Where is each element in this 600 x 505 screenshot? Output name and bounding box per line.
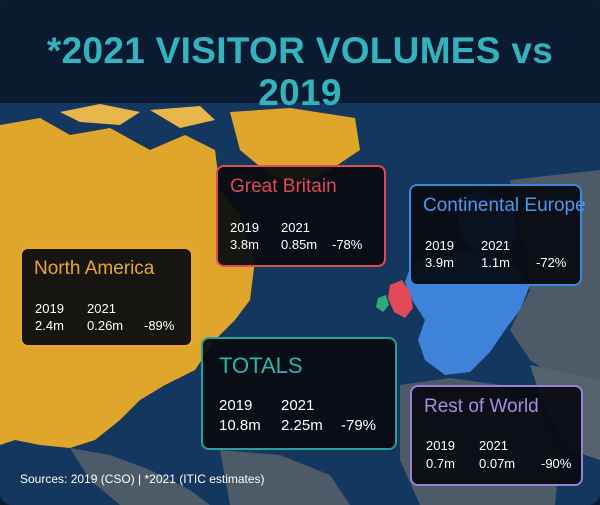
card-continental-europe: Continental Europe 2019 2021 3.9m 1.1m -…: [409, 184, 586, 286]
card-title-great-britain: Great Britain: [230, 176, 337, 197]
year-2021-label: 2021: [281, 220, 310, 235]
value-2021: 0.85m: [281, 237, 318, 252]
year-2019-label: 2019: [426, 438, 455, 453]
great-britain-landmass: [388, 280, 413, 318]
value-2019: 0.7m: [426, 456, 455, 471]
value-2019: 3.8m: [230, 237, 259, 252]
card-rest-of-world: Rest of World 2019 2021 0.7m 0.07m -90%: [410, 385, 583, 486]
percent-change: -89%: [144, 318, 175, 333]
year-2019-label: 2019: [35, 301, 64, 316]
page-title: *2021 VISITOR VOLUMES vs 2019: [46, 30, 554, 113]
card-title-rest-of-world: Rest of World: [424, 396, 539, 417]
card-title-continental-europe: Continental Europe: [423, 195, 586, 216]
title-bar: *2021 VISITOR VOLUMES vs 2019: [0, 0, 600, 113]
year-2021-label: 2021: [87, 301, 116, 316]
value-2019: 2.4m: [35, 318, 64, 333]
value-2021: 0.07m: [479, 456, 516, 471]
south-america-landmass: [220, 450, 350, 505]
year-2019-label: 2019: [219, 397, 253, 414]
year-2021-label: 2021: [481, 238, 510, 253]
card-totals: TOTALS 2019 2021 10.8m 2.25m -79%: [201, 337, 397, 450]
value-2021: 1.1m: [481, 255, 510, 270]
card-title-totals: TOTALS: [219, 353, 303, 378]
year-2021-label: 2021: [281, 397, 315, 414]
ireland-landmass: [376, 295, 389, 312]
source-note: Sources: 2019 (CSO) | *2021 (ITIC estima…: [20, 472, 265, 486]
value-2019: 10.8m: [219, 417, 261, 434]
value-2021: 0.26m: [87, 318, 124, 333]
percent-change: -90%: [541, 456, 572, 471]
card-great-britain: Great Britain 2019 2021 3.8m 0.85m -78%: [216, 165, 386, 267]
value-2021: 2.25m: [281, 417, 323, 434]
year-2019-label: 2019: [425, 238, 454, 253]
value-2019: 3.9m: [425, 255, 454, 270]
percent-change: -79%: [341, 417, 377, 434]
canada-islands: [60, 104, 215, 128]
card-title-north-america: North America: [34, 258, 155, 279]
central-america-landmass: [70, 448, 210, 505]
year-2021-label: 2021: [479, 438, 508, 453]
percent-change: -72%: [536, 255, 567, 270]
percent-change: -78%: [332, 237, 363, 252]
card-north-america: North America 2019 2021 2.4m 0.26m -89%: [20, 247, 193, 347]
year-2019-label: 2019: [230, 220, 259, 235]
